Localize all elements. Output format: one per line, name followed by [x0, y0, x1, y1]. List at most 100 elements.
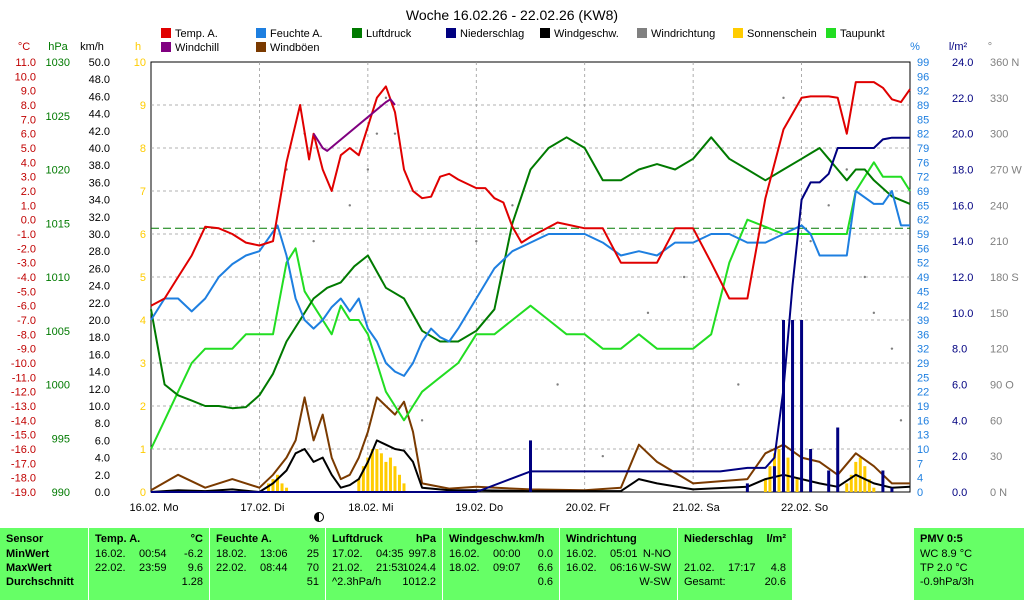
- tick-rain: 20.0: [952, 129, 973, 141]
- stats-cell: 997.8: [408, 548, 436, 560]
- x-label: 19.02. Do: [455, 502, 503, 514]
- tick-rain: 14.0: [952, 236, 973, 248]
- tick-wind: 34.0: [89, 195, 110, 207]
- tick-humidity: 36: [917, 329, 929, 341]
- sunshine-bar: [768, 466, 772, 492]
- stats-cell: W-SW: [639, 576, 671, 588]
- tick-rain: 10.0: [952, 308, 973, 320]
- tick-humidity: 29: [917, 358, 929, 370]
- stats-cell: 6.6: [537, 562, 553, 574]
- tick-temp: -14.0: [11, 415, 36, 427]
- sunshine-bar: [845, 483, 849, 492]
- stats-cell: 16.02.: [449, 548, 480, 560]
- wind-direction-point: [312, 239, 315, 243]
- tick-sun: 3: [140, 358, 146, 370]
- tick-wind: 10.0: [89, 401, 110, 413]
- tick-humidity: 13: [917, 430, 929, 442]
- sunshine-bar: [777, 449, 781, 492]
- series-line-feuchte-a-: [150, 190, 910, 377]
- stats-cell: Gesamt:: [684, 576, 726, 588]
- x-label: 16.02. Mo: [130, 502, 179, 514]
- stats-cell: ^2.3hPa/h: [332, 576, 382, 588]
- tick-temp: 2.0: [21, 186, 36, 198]
- tick-temp: 10.0: [15, 71, 36, 83]
- tick-humidity: 10: [917, 444, 929, 456]
- tick-wind: 42.0: [89, 126, 110, 138]
- tick-direction: 270 W: [990, 165, 1022, 177]
- x-label: 22.02. So: [781, 502, 828, 514]
- statistics-table: Sensor MinWert MaxWert Durchschnitt Temp. A.…: [0, 528, 1024, 600]
- stats-cell: 00:00: [493, 548, 521, 560]
- tick-wind: 44.0: [89, 109, 110, 121]
- tick-humidity: 72: [917, 172, 929, 184]
- tick-pressure: 1005: [46, 326, 70, 338]
- stats-cell: Durchschnitt: [6, 576, 74, 588]
- tick-pressure: 995: [52, 433, 70, 445]
- legend-swatch: [161, 28, 171, 38]
- stats-cell: 13:06: [260, 548, 288, 560]
- tick-temp: -4.0: [17, 272, 36, 284]
- wind-direction-point: [827, 204, 830, 207]
- tick-temp: -1.0: [17, 229, 36, 241]
- tick-sun: 1: [140, 444, 146, 456]
- sunshine-bar: [786, 457, 790, 492]
- sunshine-bar: [867, 479, 871, 492]
- stats-cell: 17.02.: [332, 548, 363, 560]
- tick-wind: 28.0: [89, 246, 110, 258]
- stats-cell: 05:01: [610, 548, 638, 560]
- tick-humidity: 22: [917, 387, 929, 399]
- tick-temp: 8.0: [21, 100, 36, 112]
- legend-swatch: [446, 28, 456, 38]
- tick-wind: 22.0: [89, 298, 110, 310]
- stats-cell: 18.02.: [216, 548, 247, 560]
- legend-label: Windrichtung: [651, 28, 715, 40]
- stats-column: Windrichtung 16.02. 05:01 N-NO 16.02. 06:16 W-…: [560, 528, 677, 600]
- axis-unit-direction: °: [988, 41, 992, 53]
- tick-rain: 24.0: [952, 57, 973, 69]
- stats-header: Windgeschw.km/h: [449, 533, 545, 545]
- sunshine-bar: [366, 457, 370, 492]
- sunshine-bar: [280, 483, 284, 492]
- stats-unit: %: [309, 533, 319, 545]
- stats-column: Feuchte A.% 18.02. 13:06 25 22.02. 08:44 70 51: [210, 528, 325, 600]
- tick-rain: 16.0: [952, 200, 973, 212]
- tick-pressure: 1010: [46, 272, 70, 284]
- stats-cell: 17:17: [728, 562, 756, 574]
- tick-temp: -13.0: [11, 401, 36, 413]
- tick-rain: 8.0: [952, 344, 967, 356]
- tick-temp: -16.0: [11, 444, 36, 456]
- stats-column: Luftdruck hPa 17.02. 04:35 997.8 21.02. 21:53 1…: [326, 528, 442, 600]
- tick-wind: 16.0: [89, 349, 110, 361]
- wind-direction-point: [393, 132, 397, 135]
- series-line-luftdruck: [150, 136, 911, 410]
- tick-wind: 18.0: [89, 332, 110, 344]
- tick-pressure: 1025: [46, 111, 70, 123]
- tick-temp: 5.0: [21, 143, 36, 155]
- tick-humidity: 76: [917, 157, 929, 169]
- stats-cell: 25: [306, 548, 319, 560]
- tick-rain: 0.0: [952, 487, 967, 499]
- stats-header: Luftdruck: [332, 533, 383, 545]
- tick-sun: 7: [140, 186, 146, 198]
- sunshine-bar: [285, 487, 289, 492]
- wind-direction-point: [872, 311, 876, 315]
- moon-phase-icon: [314, 512, 324, 522]
- axis-unit-rain: l/m²: [949, 41, 968, 53]
- tick-temp: -2.0: [17, 243, 36, 255]
- tick-sun: 4: [140, 315, 146, 327]
- tick-pressure: 1020: [46, 165, 70, 177]
- chart-title: Woche 16.02.26 - 22.02.26 (KW8): [406, 7, 618, 23]
- tick-direction: 0 N: [990, 487, 1007, 499]
- stats-column: Temp. A. °C 16.02. 00:54 -6.2 22.02. 23:59 9.6 1…: [89, 528, 209, 600]
- legend-swatch: [256, 28, 266, 38]
- stats-cell: 20.6: [764, 576, 786, 588]
- tick-humidity: 32: [917, 344, 929, 356]
- stats-cell: W-SW: [639, 562, 671, 574]
- stats-cell: 70: [306, 562, 319, 574]
- wind-direction-point: [737, 383, 740, 386]
- x-label: 17.02. Di: [240, 502, 284, 514]
- legend-label: Sonnenschein: [747, 28, 817, 40]
- axis-headers: °C hPa km/h h% l/m² °: [18, 41, 992, 53]
- tick-pressure: 1030: [46, 57, 70, 69]
- tick-temp: -3.0: [17, 258, 36, 270]
